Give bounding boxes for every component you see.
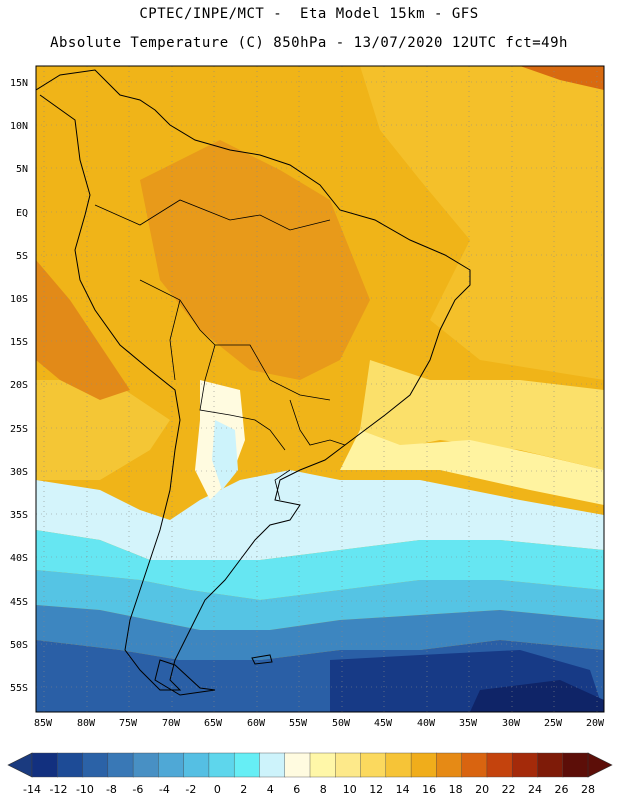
colorbar-swatch [309,752,336,778]
lat-label: 25S [10,424,28,435]
colorbar-tick-label: -8 [106,783,117,796]
lat-label: 45S [10,597,28,608]
lon-label: 20W [586,718,605,729]
colorbar-swatch [360,752,387,778]
lon-label: 60W [247,718,266,729]
map-subtitle: Absolute Temperature (C) 850hPa - 13/07/… [50,35,568,51]
lat-label: 30S [10,467,28,478]
colorbar-swatch [31,752,58,778]
lon-label: 25W [544,718,563,729]
lon-label: 85W [34,718,53,729]
colorbar-tick-label: 6 [293,783,300,796]
map-title: CPTEC/INPE/MCT - Eta Model 15km - GFS [139,6,479,22]
lon-label: 55W [289,718,308,729]
colorbar-tick-label: -6 [132,783,143,796]
colorbar-swatch [537,752,564,778]
colorbar-swatch [511,752,539,778]
lon-label: 45W [374,718,393,729]
lat-label: 15S [10,337,28,348]
country-borders [94,199,346,501]
colorbar-swatch [183,752,210,778]
lon-label: 35W [459,718,478,729]
coastline [36,69,471,696]
colorbar-swatch [208,752,235,778]
lat-label: 10N [10,121,28,132]
lat-label: 15N [10,78,28,89]
colorbar-swatch [259,752,286,778]
lon-label: 80W [77,718,96,729]
colorbar-swatch [284,752,311,778]
colorbar-swatch [436,752,463,778]
lat-label: 35S [10,510,28,521]
lat-label: 50S [10,640,28,651]
colorbar-tick-label: 14 [396,783,410,796]
colorbar-tick-label: 2 [240,783,247,796]
colorbar-tick-label: 0 [214,783,221,796]
colorbar-swatch [410,752,438,778]
colorbar-low-arrow [7,752,33,778]
colorbar-tick-label: 20 [475,783,489,796]
lon-label: 40W [417,718,436,729]
lon-label: 70W [162,718,181,729]
colorbar-swatch [233,752,261,778]
colorbar-tick-label: 16 [422,783,436,796]
lat-label: 55S [10,683,28,694]
lat-label: EQ [16,208,28,219]
color-scale-legend: -14 -12 -10 -8 -6 -4 -2 0 2 4 6 8 10 12 14 16 18 20 22 24 26… [7,752,613,796]
colorbar-tick-label: 22 [502,783,516,796]
lon-label: 75W [119,718,138,729]
lon-label: 65W [204,718,223,729]
colorbar-tick-label: 4 [267,783,274,796]
colorbar-tick-label: -2 [185,783,196,796]
colorbar-swatch [486,752,513,778]
colorbar-tick-label: 8 [320,783,327,796]
colorbar-swatch [461,752,488,778]
lat-label: 20S [10,380,28,391]
latitude-axis: 15N 10N 5N EQ 5S 10S 15S 20S 25S 30S 35S… [10,78,28,694]
lat-label: 5N [16,164,28,175]
lon-label: 30W [502,718,521,729]
longitude-axis: 85W 80W 75W 70W 65W 60W 55W 50W 45W 40W … [34,718,605,729]
colorbar-tick-label: 24 [528,783,542,796]
colorbar-swatch [335,752,362,778]
colorbar-tick-label: -10 [76,783,94,796]
colorbar-tick-label: 12 [369,783,383,796]
lat-label: 40S [10,553,28,564]
colorbar-tick-label: -4 [159,783,170,796]
colorbar-swatch [562,752,589,778]
lat-label: 10S [10,294,28,305]
colorbar-swatch [385,752,412,778]
temperature-field [36,66,604,712]
colorbar-tick-label: 18 [449,783,463,796]
colorbar-swatch [107,752,134,778]
colorbar-swatch [132,752,160,778]
lon-label: 50W [332,718,351,729]
colorbar-swatch [57,752,84,778]
colorbar-swatch [82,752,109,778]
map-frame [35,65,605,713]
colorbar-tick-label: -12 [49,783,67,796]
lat-label: 5S [16,251,28,262]
colorbar-tick-label: 10 [343,783,357,796]
colorbar-swatch [158,752,185,778]
colorbar-tick-label: 28 [581,783,595,796]
colorbar-high-arrow [587,752,613,778]
colorbar-tick-label: 26 [555,783,569,796]
colorbar-tick-label: -14 [23,783,41,796]
